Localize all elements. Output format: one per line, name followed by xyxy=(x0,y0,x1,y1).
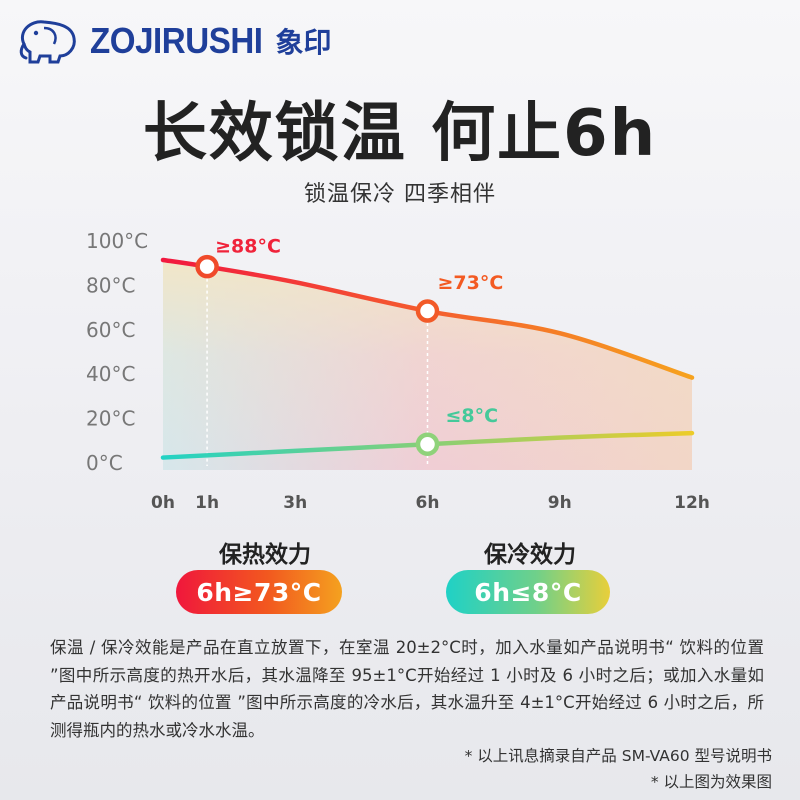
data-label: ≥73°C xyxy=(438,272,504,294)
footnote-source: * 以上讯息摘录自产品 SM-VA60 型号说明书 xyxy=(464,747,772,765)
y-tick-label: 40°C xyxy=(86,362,135,386)
x-tick-label: 12h xyxy=(674,493,710,513)
page-subtitle: 锁温保冷 四季相伴 xyxy=(304,182,496,207)
y-tick-label: 0°C xyxy=(86,451,123,475)
hot-summary-title: 保热效力 xyxy=(219,542,311,568)
hot-area-highlight xyxy=(163,259,692,470)
y-tick-label: 60°C xyxy=(86,318,135,342)
data-label: ≥88°C xyxy=(215,236,281,258)
brand-name: ZOJIRUSHI xyxy=(90,20,263,61)
footnote-effect: * 以上图为效果图 xyxy=(650,773,772,791)
cold-data-point xyxy=(415,432,440,456)
hot-summary-value: 6h≥73°C xyxy=(196,577,322,607)
disclaimer-text: 保温 / 保冷效能是产品在直立放置下，在室温 20±2°C时，加入水量如产品说明… xyxy=(50,638,764,740)
cold-summary-value: 6h≤8°C xyxy=(474,577,582,607)
hot-summary-pill: 6h≥73°C xyxy=(176,570,342,614)
x-tick-label: 1h xyxy=(195,493,219,513)
y-tick-label: 100°C xyxy=(86,229,148,253)
brand-logo: ZOJIRUSHI 象印 xyxy=(14,14,332,68)
y-tick-label: 80°C xyxy=(86,273,135,297)
hot-data-point xyxy=(195,254,219,279)
hot-data-point xyxy=(415,299,440,323)
x-tick-label: 3h xyxy=(283,493,307,513)
x-tick-label: 6h xyxy=(416,493,440,513)
x-tick-label: 9h xyxy=(548,493,572,513)
cold-summary-pill: 6h≤8°C xyxy=(446,570,610,614)
page-title: 长效锁温 何止6h xyxy=(142,97,658,171)
data-label: ≤8°C xyxy=(446,405,499,427)
elephant-icon xyxy=(19,20,76,64)
brand-name-cn: 象印 xyxy=(275,26,332,59)
x-tick-label: 0h xyxy=(151,493,175,513)
y-tick-label: 20°C xyxy=(86,407,135,431)
cold-summary-title: 保冷效力 xyxy=(484,542,576,568)
